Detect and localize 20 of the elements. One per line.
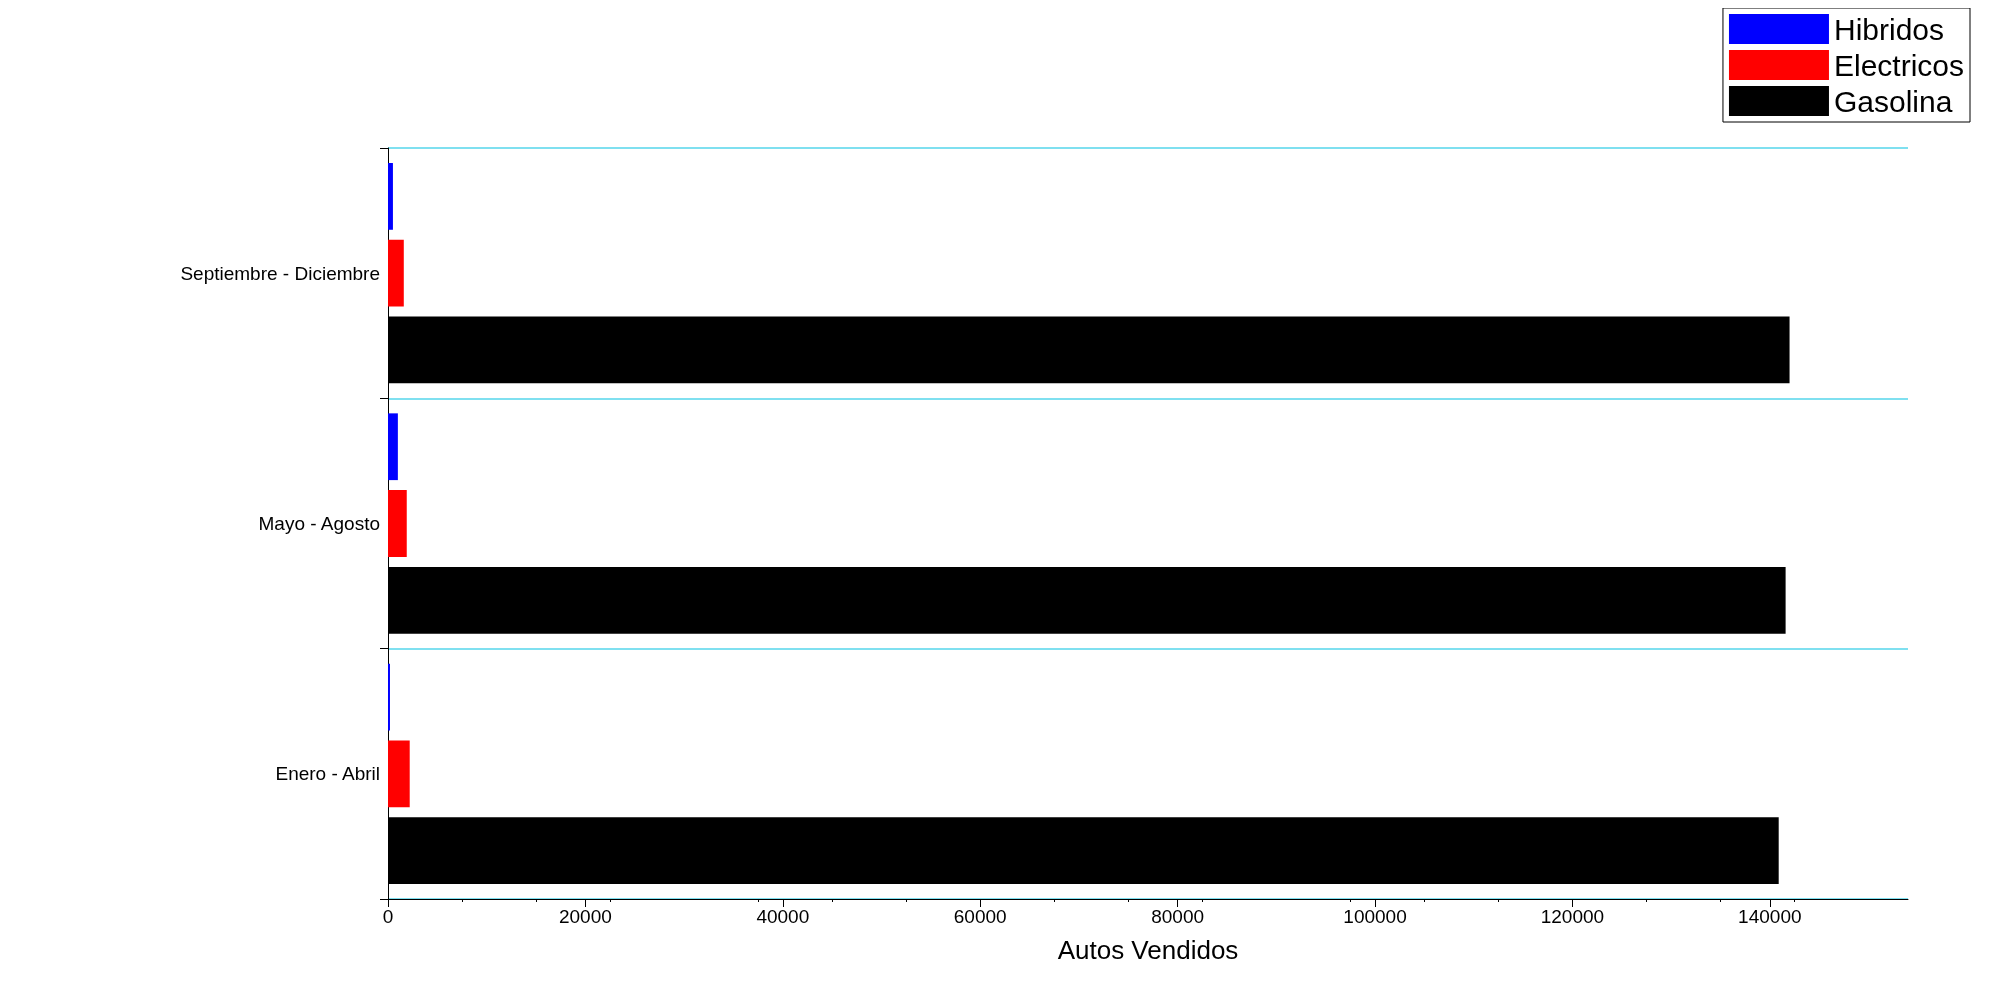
legend-label: Hibridos: [1833, 12, 1945, 46]
x-tick-label: 100000: [1343, 906, 1407, 927]
bar: [388, 490, 407, 557]
x-tick-label: 120000: [1540, 906, 1605, 927]
x-tick-label: 0: [382, 906, 394, 927]
x-tick-label: 140000: [1738, 906, 1802, 927]
bar: [388, 163, 393, 230]
x-tick-label: 80000: [1151, 906, 1205, 927]
bar: [388, 413, 398, 481]
x-axis-title: Autos Vendidos: [1057, 935, 1239, 965]
x-tick-label: 40000: [756, 906, 810, 927]
bar: [388, 740, 410, 808]
bar: [388, 239, 404, 307]
y-tick-label: Mayo - Agosto: [258, 513, 380, 534]
legend-label: Electricos: [1833, 48, 1965, 82]
x-tick-label: 60000: [953, 906, 1007, 927]
y-tick-label: Enero - Abril: [275, 763, 380, 785]
x-tick-label: 20000: [558, 906, 612, 927]
y-tick-label: Septiembre - Diciembre: [180, 262, 380, 284]
legend-label: Gasolina: [1833, 84, 1953, 118]
